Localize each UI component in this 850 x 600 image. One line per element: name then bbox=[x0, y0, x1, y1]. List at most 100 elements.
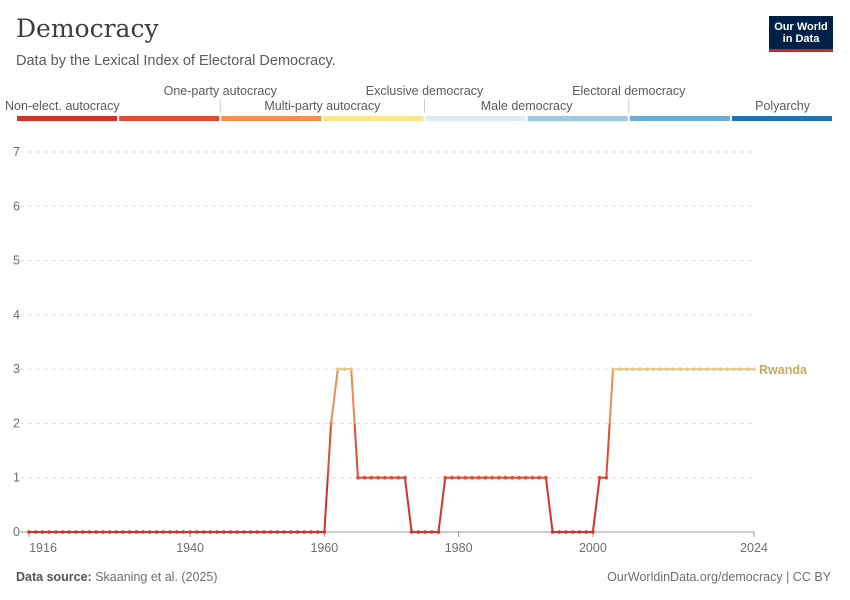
data-point bbox=[651, 367, 656, 371]
data-point bbox=[530, 475, 535, 480]
data-point bbox=[60, 530, 65, 534]
data-point bbox=[382, 475, 387, 480]
data-point bbox=[87, 530, 92, 534]
data-point bbox=[362, 475, 367, 480]
legend-label: Male democracy bbox=[481, 99, 573, 113]
data-point bbox=[315, 530, 320, 534]
data-point bbox=[557, 530, 562, 534]
data-point bbox=[335, 367, 340, 371]
data-point bbox=[423, 530, 427, 534]
data-point bbox=[289, 530, 293, 534]
chart-subtitle: Data by the Lexical Index of Electoral D… bbox=[16, 53, 336, 69]
data-point bbox=[638, 367, 642, 371]
x-tick-label: 1940 bbox=[176, 541, 204, 555]
logo-line-1: Our World bbox=[774, 21, 828, 33]
data-point bbox=[685, 367, 689, 371]
data-point bbox=[356, 475, 360, 480]
data-point bbox=[121, 530, 125, 534]
data-point bbox=[570, 530, 575, 534]
data-point bbox=[262, 530, 266, 534]
y-tick-label: 1 bbox=[13, 471, 20, 485]
x-axis: 1916 1940 1960 1980 2000 2024 bbox=[28, 532, 768, 555]
y-tick-label: 2 bbox=[13, 416, 20, 430]
data-point bbox=[161, 530, 166, 534]
legend-swatch bbox=[17, 116, 118, 121]
data-point bbox=[67, 530, 72, 534]
data-point bbox=[470, 475, 474, 480]
data-point bbox=[476, 475, 481, 480]
data-point bbox=[141, 530, 145, 534]
data-point bbox=[228, 530, 233, 534]
legend-label: Polyarchy bbox=[755, 99, 811, 113]
data-point bbox=[221, 530, 226, 534]
legend-swatch bbox=[221, 116, 322, 121]
data-point bbox=[678, 367, 682, 371]
data-point bbox=[503, 475, 508, 480]
data-source: Data source: Skaaning et al. (2025) bbox=[16, 570, 218, 584]
data-point bbox=[718, 367, 723, 371]
data-point bbox=[416, 530, 421, 534]
data-point bbox=[617, 367, 622, 371]
data-point bbox=[101, 530, 105, 534]
legend-label: Electoral democracy bbox=[572, 84, 686, 98]
data-point bbox=[195, 530, 199, 534]
data-point bbox=[389, 475, 394, 480]
data-point bbox=[282, 530, 286, 534]
data-point bbox=[322, 530, 327, 534]
data-point bbox=[148, 530, 152, 534]
data-point bbox=[463, 475, 468, 480]
series-segment bbox=[591, 477, 601, 533]
data-point bbox=[295, 530, 300, 534]
y-tick-label: 0 bbox=[13, 525, 20, 539]
data-point bbox=[544, 475, 548, 480]
data-point bbox=[201, 530, 206, 534]
data-point bbox=[134, 530, 139, 534]
data-point bbox=[450, 475, 454, 480]
data-point bbox=[591, 530, 595, 534]
series-segment bbox=[353, 423, 359, 478]
data-point bbox=[369, 475, 374, 480]
owid-logo[interactable]: Our World in Data bbox=[769, 16, 833, 52]
data-point bbox=[664, 367, 669, 371]
legend-label: Exclusive democracy bbox=[366, 84, 484, 98]
data-point bbox=[33, 530, 38, 534]
data-point bbox=[80, 530, 85, 534]
data-point bbox=[54, 530, 58, 534]
data-point bbox=[409, 530, 414, 534]
footer-link[interactable]: OurWorldinData.org/democracy | CC BY bbox=[607, 570, 831, 584]
data-point bbox=[94, 530, 98, 534]
x-tick-label: 1916 bbox=[29, 541, 57, 555]
data-point bbox=[107, 530, 112, 534]
data-point bbox=[342, 367, 347, 371]
data-point bbox=[376, 475, 380, 480]
data-point bbox=[403, 475, 407, 480]
y-tick-label: 3 bbox=[13, 362, 20, 376]
series-segment bbox=[330, 369, 339, 424]
legend-swatch bbox=[731, 116, 832, 121]
data-point bbox=[127, 530, 132, 534]
series-segment bbox=[350, 369, 356, 424]
y-tick-label: 7 bbox=[13, 145, 20, 159]
data-point bbox=[215, 530, 219, 534]
data-point bbox=[584, 530, 588, 534]
series-lines bbox=[29, 368, 754, 533]
data-source-label: Data source: bbox=[16, 570, 92, 584]
y-tick-label: 4 bbox=[13, 308, 20, 322]
data-point bbox=[604, 475, 609, 480]
data-point bbox=[174, 530, 179, 534]
data-point bbox=[711, 367, 716, 371]
data-point bbox=[497, 475, 501, 480]
series-points bbox=[27, 367, 756, 534]
data-point bbox=[644, 367, 649, 371]
data-point bbox=[443, 475, 448, 480]
series-labels: Rwanda bbox=[759, 363, 808, 377]
legend-swatch bbox=[527, 116, 628, 121]
x-tick-label: 2000 bbox=[579, 541, 607, 555]
legend-swatch bbox=[323, 116, 424, 121]
data-point bbox=[208, 530, 213, 534]
series-segment bbox=[326, 423, 333, 478]
x-tick-label: 1960 bbox=[310, 541, 338, 555]
data-point bbox=[738, 367, 743, 371]
